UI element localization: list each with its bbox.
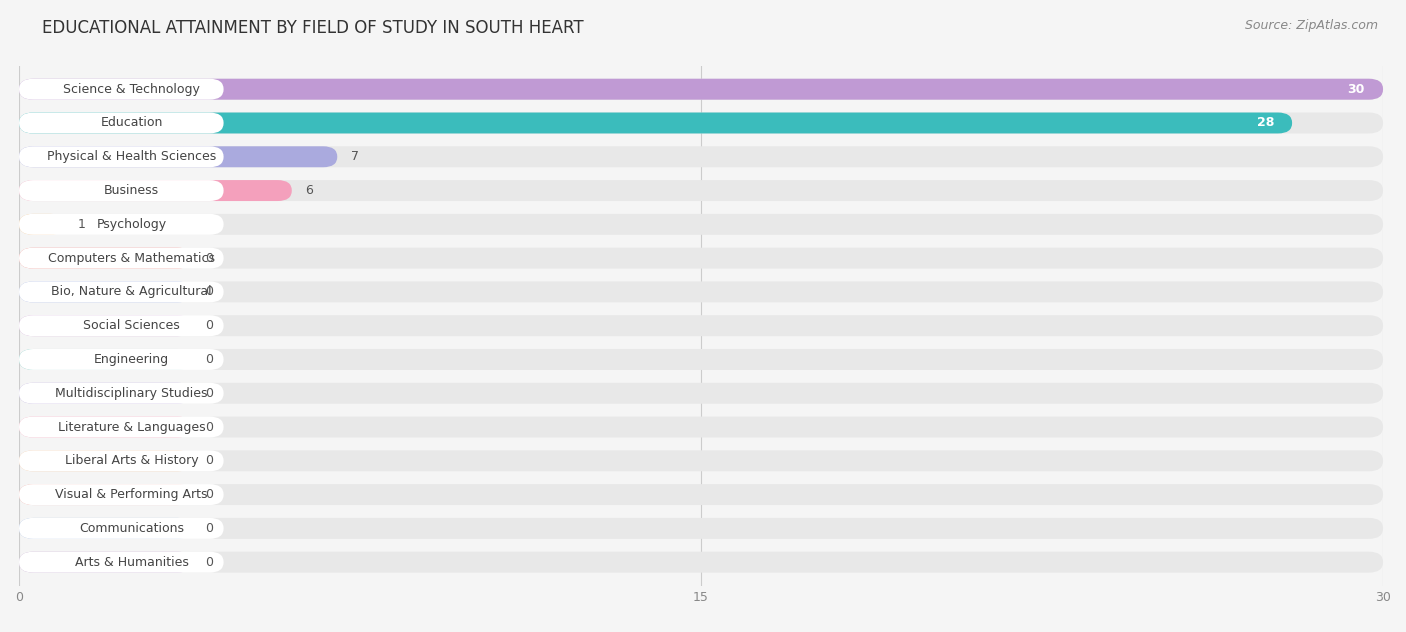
Text: EDUCATIONAL ATTAINMENT BY FIELD OF STUDY IN SOUTH HEART: EDUCATIONAL ATTAINMENT BY FIELD OF STUDY… xyxy=(42,19,583,37)
FancyBboxPatch shape xyxy=(20,112,224,133)
Text: 0: 0 xyxy=(205,353,214,366)
FancyBboxPatch shape xyxy=(20,518,191,539)
FancyBboxPatch shape xyxy=(20,416,1384,437)
Text: Visual & Performing Arts: Visual & Performing Arts xyxy=(55,488,208,501)
Text: Computers & Mathematics: Computers & Mathematics xyxy=(48,252,215,265)
FancyBboxPatch shape xyxy=(20,180,1384,201)
Text: Education: Education xyxy=(100,116,163,130)
FancyBboxPatch shape xyxy=(20,79,224,100)
Text: Liberal Arts & History: Liberal Arts & History xyxy=(65,454,198,467)
FancyBboxPatch shape xyxy=(20,214,224,235)
Text: Business: Business xyxy=(104,184,159,197)
FancyBboxPatch shape xyxy=(20,552,1384,573)
Text: 0: 0 xyxy=(205,420,214,434)
FancyBboxPatch shape xyxy=(20,112,1384,133)
FancyBboxPatch shape xyxy=(20,146,337,167)
FancyBboxPatch shape xyxy=(20,281,191,302)
FancyBboxPatch shape xyxy=(20,349,191,370)
FancyBboxPatch shape xyxy=(20,484,224,505)
FancyBboxPatch shape xyxy=(20,315,1384,336)
FancyBboxPatch shape xyxy=(20,484,1384,505)
FancyBboxPatch shape xyxy=(20,112,1292,133)
FancyBboxPatch shape xyxy=(20,146,1384,167)
Text: 0: 0 xyxy=(205,522,214,535)
FancyBboxPatch shape xyxy=(20,180,224,201)
FancyBboxPatch shape xyxy=(20,451,224,471)
FancyBboxPatch shape xyxy=(20,552,224,573)
FancyBboxPatch shape xyxy=(20,315,191,336)
FancyBboxPatch shape xyxy=(20,383,191,404)
FancyBboxPatch shape xyxy=(20,416,224,437)
FancyBboxPatch shape xyxy=(20,248,191,269)
FancyBboxPatch shape xyxy=(20,349,224,370)
FancyBboxPatch shape xyxy=(20,518,1384,539)
Text: 0: 0 xyxy=(205,252,214,265)
FancyBboxPatch shape xyxy=(20,383,1384,404)
Text: 28: 28 xyxy=(1257,116,1274,130)
Text: 7: 7 xyxy=(352,150,359,163)
Text: 1: 1 xyxy=(79,218,86,231)
Text: 0: 0 xyxy=(205,488,214,501)
Text: Literature & Languages: Literature & Languages xyxy=(58,420,205,434)
FancyBboxPatch shape xyxy=(20,248,1384,269)
FancyBboxPatch shape xyxy=(20,451,1384,471)
Text: 0: 0 xyxy=(205,286,214,298)
Text: Psychology: Psychology xyxy=(97,218,166,231)
Text: Social Sciences: Social Sciences xyxy=(83,319,180,332)
Text: 0: 0 xyxy=(205,319,214,332)
Text: Bio, Nature & Agricultural: Bio, Nature & Agricultural xyxy=(51,286,212,298)
Text: 0: 0 xyxy=(205,556,214,569)
FancyBboxPatch shape xyxy=(20,484,191,505)
FancyBboxPatch shape xyxy=(20,349,1384,370)
Text: 30: 30 xyxy=(1347,83,1365,95)
FancyBboxPatch shape xyxy=(20,146,224,167)
FancyBboxPatch shape xyxy=(20,518,224,539)
FancyBboxPatch shape xyxy=(20,281,224,302)
Text: Communications: Communications xyxy=(79,522,184,535)
FancyBboxPatch shape xyxy=(20,214,65,235)
FancyBboxPatch shape xyxy=(20,79,1384,100)
FancyBboxPatch shape xyxy=(20,180,292,201)
Text: Arts & Humanities: Arts & Humanities xyxy=(75,556,188,569)
FancyBboxPatch shape xyxy=(20,281,1384,302)
FancyBboxPatch shape xyxy=(20,79,1384,100)
FancyBboxPatch shape xyxy=(20,451,191,471)
FancyBboxPatch shape xyxy=(20,214,1384,235)
Text: 0: 0 xyxy=(205,454,214,467)
Text: 0: 0 xyxy=(205,387,214,400)
FancyBboxPatch shape xyxy=(20,383,224,404)
FancyBboxPatch shape xyxy=(20,552,191,573)
Text: Physical & Health Sciences: Physical & Health Sciences xyxy=(46,150,217,163)
FancyBboxPatch shape xyxy=(20,315,224,336)
Text: 6: 6 xyxy=(305,184,314,197)
Text: Multidisciplinary Studies: Multidisciplinary Studies xyxy=(55,387,208,400)
Text: Science & Technology: Science & Technology xyxy=(63,83,200,95)
Text: Source: ZipAtlas.com: Source: ZipAtlas.com xyxy=(1244,19,1378,32)
FancyBboxPatch shape xyxy=(20,248,224,269)
Text: Engineering: Engineering xyxy=(94,353,169,366)
FancyBboxPatch shape xyxy=(20,416,191,437)
